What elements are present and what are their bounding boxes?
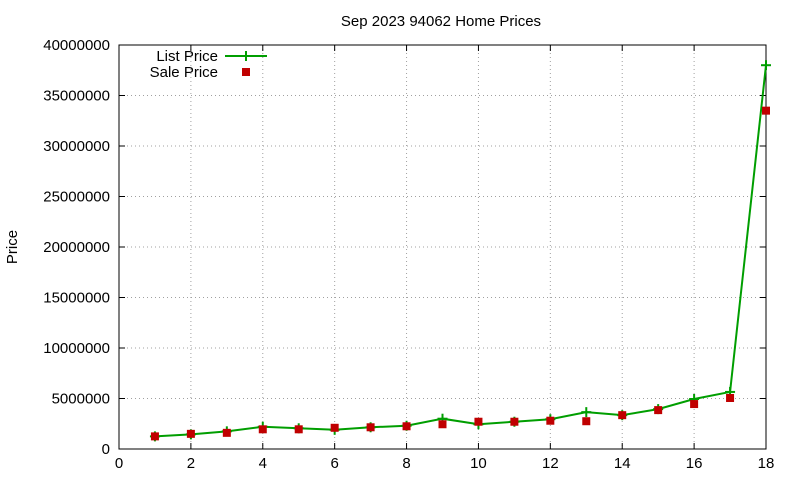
- sale-price-point: [258, 425, 267, 434]
- sale-price-point: [474, 417, 483, 426]
- x-tick-label: 10: [470, 455, 487, 472]
- y-tick-label: 10000000: [43, 340, 110, 357]
- x-tick-label: 8: [402, 455, 410, 472]
- tick-labels: 0 2 4 6 8 10 12 14 16 18 0 5000000 10000000 15000000 2…: [43, 37, 774, 472]
- x-tick-label: 14: [614, 455, 631, 472]
- sale-price-point: [510, 417, 519, 426]
- x-tick-label: 0: [115, 455, 123, 472]
- legend-label-sale-price: Sale Price: [150, 64, 218, 81]
- y-tick-label: 5000000: [52, 391, 110, 408]
- y-tick-label: 15000000: [43, 290, 110, 307]
- x-tick-label: 2: [187, 455, 195, 472]
- x-tick-label: 18: [758, 455, 775, 472]
- chart-title: Sep 2023 94062 Home Prices: [341, 13, 541, 30]
- sale-price-point: [366, 423, 375, 432]
- legend: List Price Sale Price: [150, 48, 267, 81]
- sale-price-point: [186, 429, 195, 438]
- x-tick-label: 12: [542, 455, 559, 472]
- y-tick-label: 40000000: [43, 37, 110, 54]
- x-tick-label: 6: [330, 455, 338, 472]
- grid-lines: [119, 45, 766, 449]
- y-tick-label: 35000000: [43, 88, 110, 105]
- sale-price-point: [294, 425, 303, 434]
- sale-price-point: [438, 420, 447, 429]
- y-tick-label: 0: [102, 441, 110, 458]
- sale-price-point: [654, 406, 663, 415]
- sale-price-point: [582, 417, 591, 426]
- sale-price-point: [690, 400, 699, 409]
- y-tick-label: 30000000: [43, 138, 110, 155]
- list-price-point: [761, 60, 771, 71]
- legend-label-list-price: List Price: [156, 48, 218, 65]
- sale-price-point: [618, 411, 627, 420]
- legend-sample-sale-price: [242, 68, 250, 76]
- x-tick-label: 4: [259, 455, 267, 472]
- x-tick-label: 16: [686, 455, 703, 472]
- sale-price-point: [762, 106, 770, 115]
- sale-price-point: [330, 423, 339, 432]
- axes: [118, 44, 767, 450]
- sale-price-point: [222, 428, 231, 437]
- list-price-point: [581, 407, 592, 418]
- y-tick-label: 25000000: [43, 189, 110, 206]
- list-price-line: [154, 65, 767, 438]
- sale-price-point: [150, 432, 159, 441]
- data-series: [149, 60, 771, 442]
- y-tick-label: 20000000: [43, 239, 110, 256]
- sale-price-point: [546, 416, 555, 425]
- y-axis-label: Price: [4, 230, 21, 264]
- sale-price-point: [402, 422, 411, 431]
- sale-price-point: [726, 393, 735, 402]
- plot-frame: [118, 44, 767, 450]
